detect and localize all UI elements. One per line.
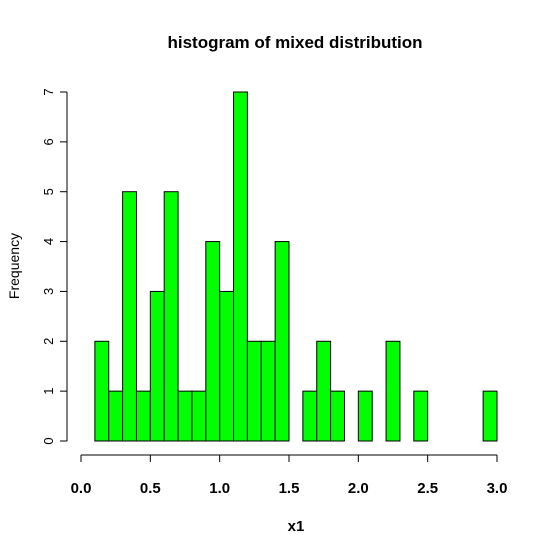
y-axis-label: Frequency: [6, 233, 22, 299]
histogram-bar: [135, 390, 151, 442]
histogram-bar: [246, 340, 262, 442]
x-axis-label: x1: [288, 518, 305, 535]
x-tick-label: 3.0: [487, 480, 508, 497]
histogram-bar: [94, 340, 110, 442]
histogram-bar: [122, 191, 137, 442]
histogram-bar: [260, 340, 276, 442]
histogram-bar: [233, 91, 248, 442]
histogram-bar: [163, 191, 179, 442]
y-tick-label: 6: [41, 138, 56, 145]
y-axis: 0 1 2 3 4 5 6 7: [41, 88, 68, 445]
histogram-bar: [219, 290, 235, 442]
y-tick-label: 3: [41, 288, 56, 295]
histogram-bar: [330, 390, 345, 442]
histogram-bar: [108, 390, 124, 442]
x-axis: 0.0 0.5 1.0 1.5 2.0 2.5 3.0: [71, 454, 508, 497]
histogram-bar: [205, 241, 221, 442]
histogram-bar: [482, 390, 498, 442]
histogram-bar: [413, 390, 429, 442]
y-tick-label: 4: [41, 238, 56, 245]
y-tick-label: 0: [41, 437, 56, 444]
y-tick-label: 2: [41, 338, 56, 345]
histogram-bar: [177, 390, 193, 442]
histogram-bar: [191, 390, 207, 442]
y-tick-label: 1: [41, 388, 56, 395]
bars-group: [94, 91, 498, 442]
histogram-bar: [302, 390, 318, 442]
x-tick-label: 1.5: [279, 480, 300, 497]
histogram-bar: [385, 340, 401, 442]
y-tick-label: 5: [41, 188, 56, 195]
x-tick-label: 2.0: [348, 480, 369, 497]
y-tick-label: 7: [41, 88, 56, 95]
x-tick-label: 0.5: [140, 480, 161, 497]
histogram-bar: [149, 290, 165, 442]
x-tick-label: 2.5: [417, 480, 438, 497]
x-tick-label: 1.0: [209, 480, 230, 497]
histogram-bar: [316, 340, 332, 442]
chart-title: histogram of mixed distribution: [167, 33, 422, 52]
histogram-bar: [274, 241, 290, 442]
histogram-bar: [357, 390, 373, 442]
x-tick-label: 0.0: [71, 480, 92, 497]
